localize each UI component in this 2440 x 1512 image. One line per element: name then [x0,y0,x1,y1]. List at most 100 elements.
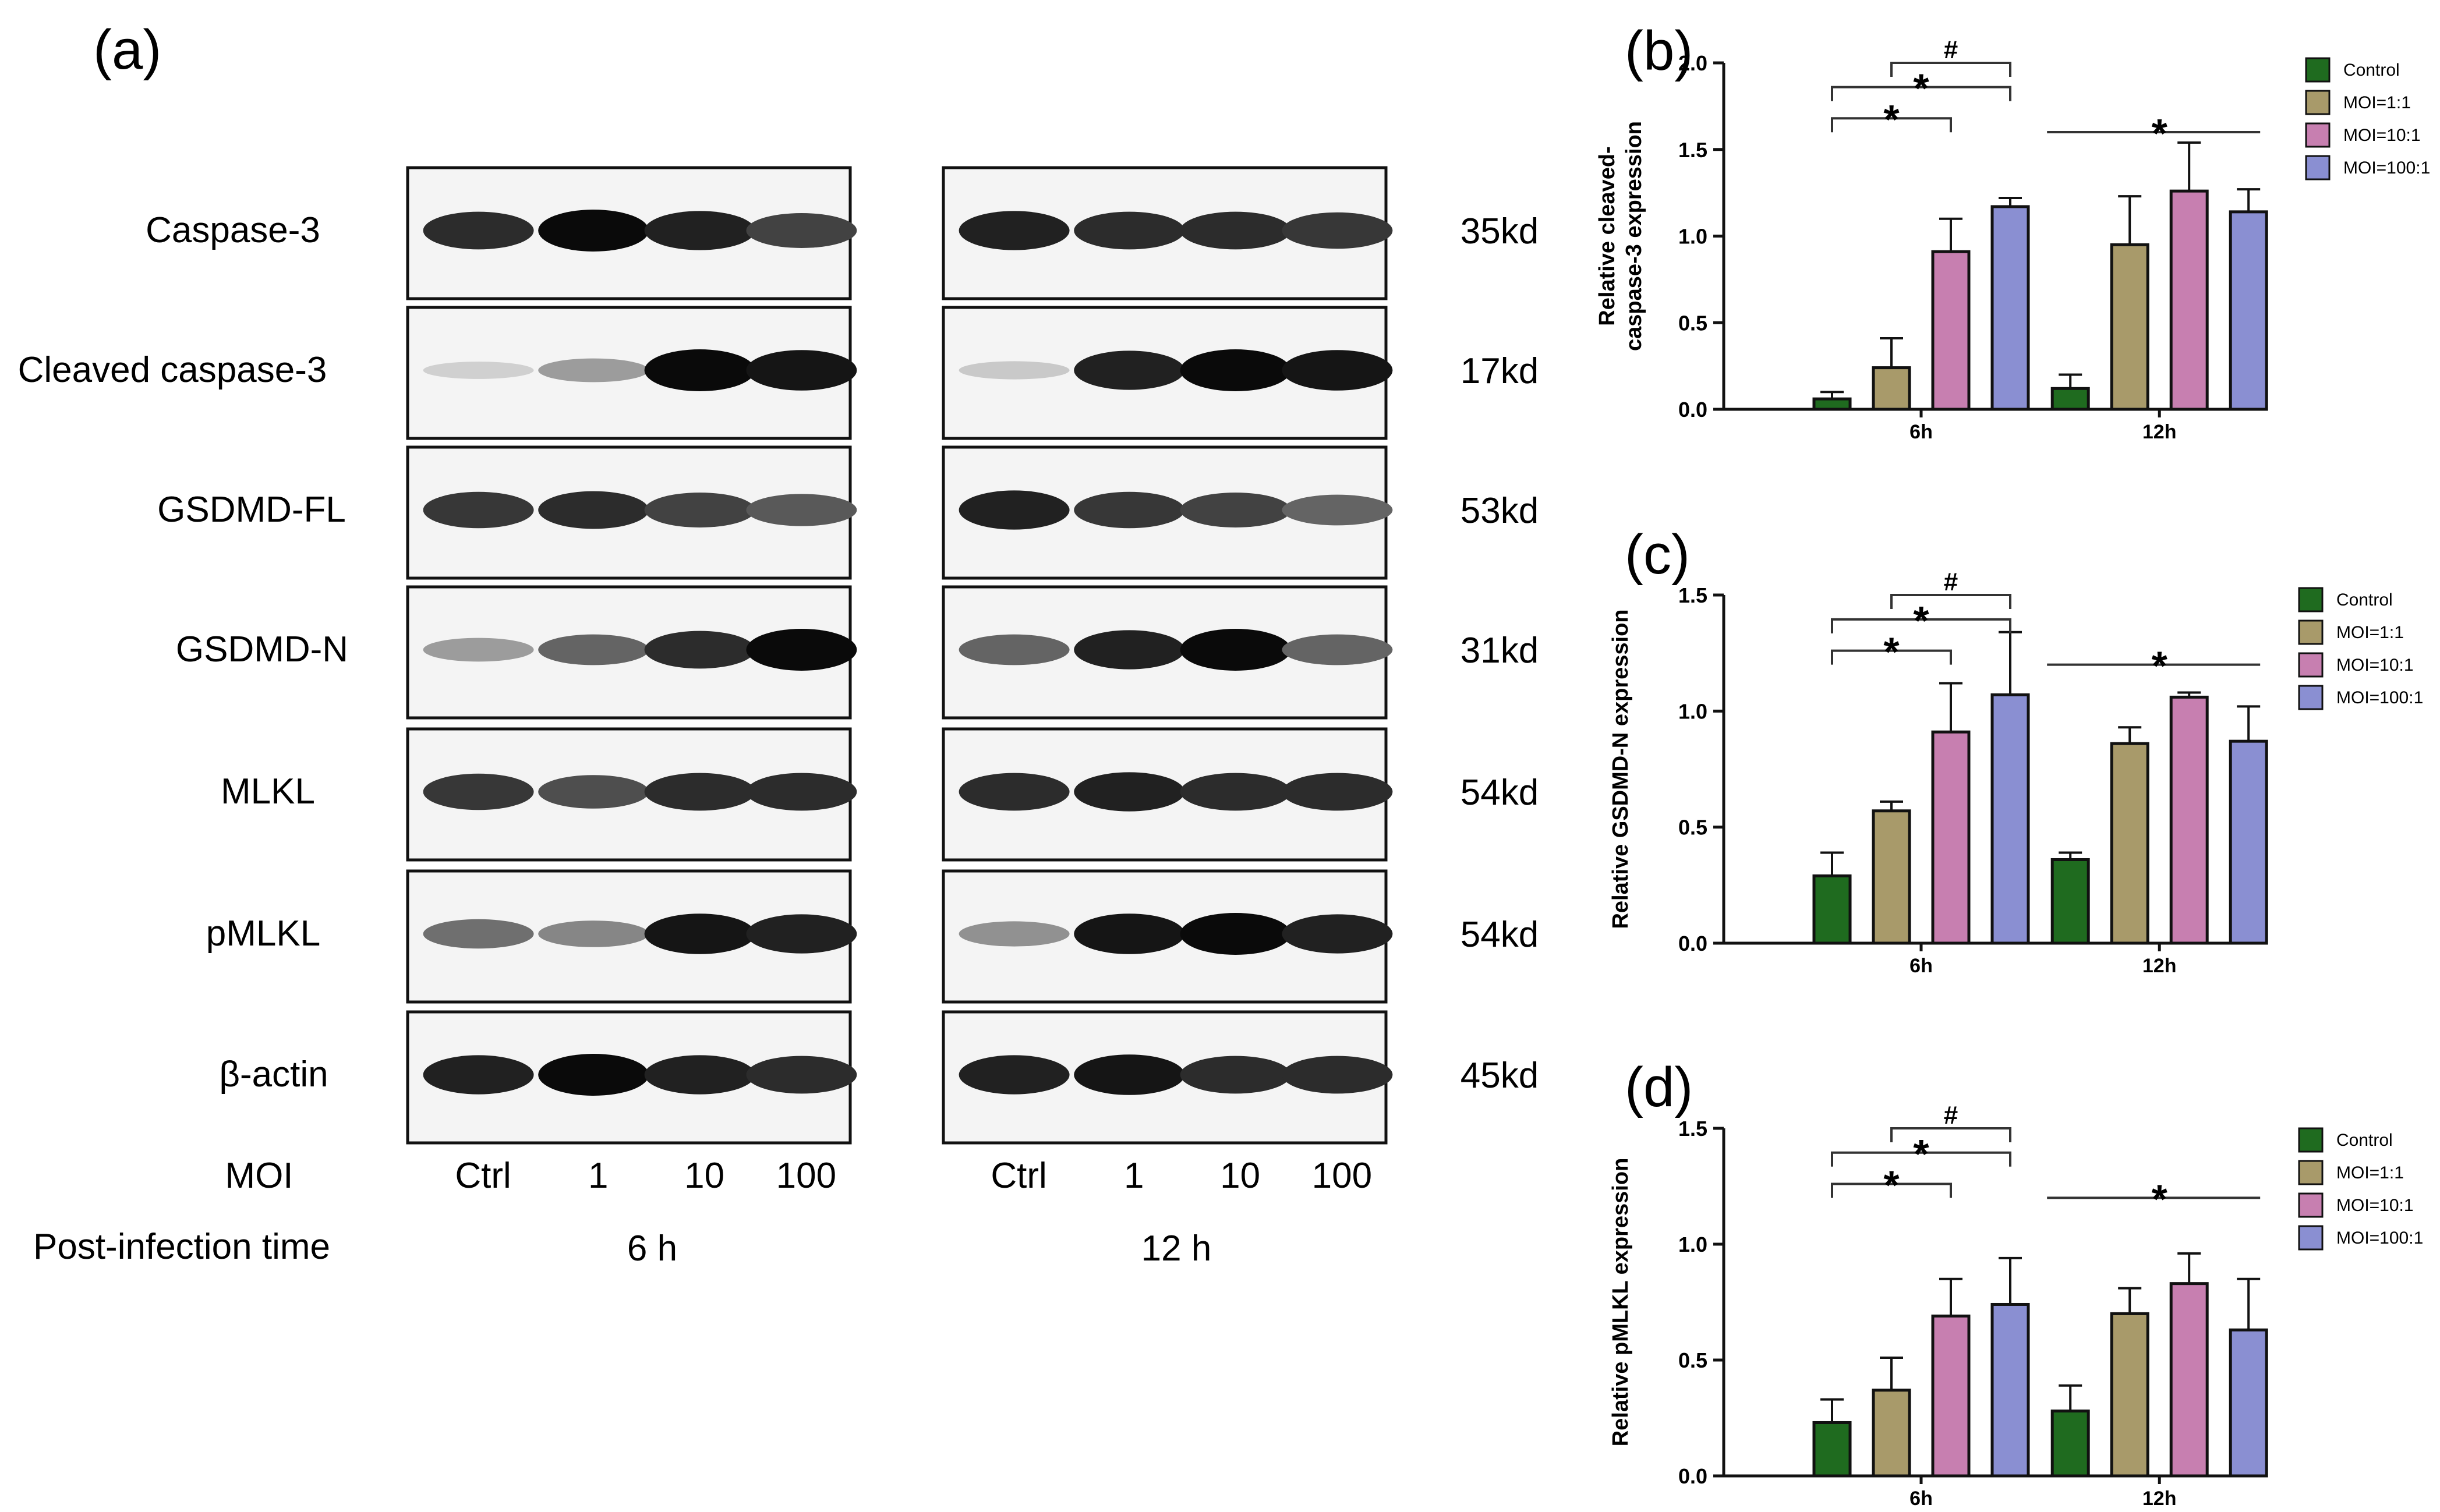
blot-band [959,490,1070,530]
bar [2050,858,2090,945]
blot-row-label: Cleaved caspase-3 [18,350,327,390]
blot-band [538,210,649,252]
blot-band [1180,629,1291,671]
y-tick-label: 1.5 [1678,1117,1707,1141]
blot-band [423,773,534,810]
panel-label-a: (a) [93,19,161,81]
legend-label: Control [2336,1131,2393,1150]
significance-bracket [1831,1151,2011,1167]
x-tick-label: 6h [1909,955,1933,977]
bar [2110,742,2149,945]
blot-band [746,1056,857,1094]
legend-swatch [2298,1127,2324,1153]
moi-value: 10 [684,1156,724,1196]
x-tick-label: 12h [2142,1488,2177,1510]
blot-band [746,350,857,391]
blot-band [1282,1056,1393,1094]
blot-band [538,1054,649,1096]
y-tick-label: 0.5 [1678,311,1707,335]
bar [2050,387,2090,411]
blot-band [644,493,755,527]
blot-band [959,211,1070,250]
legend-label: Control [2343,61,2400,80]
bar [1812,874,1852,945]
moi-value: 1 [588,1156,608,1196]
molecular-weight-label: 54kd [1461,773,1539,813]
legend-label: MOI=100:1 [2336,688,2423,707]
bar [2229,739,2268,945]
moi-value: 100 [1312,1156,1372,1196]
blot-band [644,349,755,391]
blot-band [1282,773,1393,811]
significance-bracket [1831,117,1952,133]
molecular-weight-label: 54kd [1461,915,1539,955]
legend-swatch [2305,90,2331,115]
y-tick-label: 0.5 [1678,1348,1707,1372]
molecular-weight-label: 31kd [1461,631,1539,671]
legend-label: MOI=1:1 [2343,93,2411,112]
moi-value: 10 [1220,1156,1260,1196]
blot-band [1282,212,1393,249]
bar [1872,366,1911,411]
bar [1990,205,2030,411]
significance-marker: # [1944,1101,1958,1129]
y-axis-label: Relative pMLKL expression [1608,1158,1633,1447]
blot-band [538,775,649,809]
blot-row-label: MLKL [221,771,315,812]
blot-row-label: Caspase-3 [146,210,320,250]
significance-marker: * [2152,111,2168,156]
blot-band [1282,634,1393,665]
western-blot-panel: (a) Caspase-3 35kd Cleaved caspase-3 17kd GSD… [18,19,1539,1269]
molecular-weight-label: 45kd [1461,1056,1539,1096]
blot-band [423,211,534,250]
blot-band [746,773,857,811]
blot-band [538,491,649,529]
y-tick-label: 2.0 [1678,51,1707,75]
molecular-weight-label: 53kd [1461,491,1539,531]
significance-marker: * [1913,598,1929,643]
molecular-weight-label: 17kd [1461,351,1539,391]
blot-band [959,921,1070,947]
legend-swatch [2298,652,2324,678]
moi-value: 1 [1124,1156,1144,1196]
blot-band [538,920,649,947]
legend-label: MOI=10:1 [2343,126,2421,145]
bar [1990,1302,2030,1478]
x-tick-label: 6h [1909,421,1933,443]
x-tick-label: 12h [2142,955,2177,977]
blot-band [959,773,1070,811]
significance-marker: # [1944,568,1958,596]
chart-b: (b) 0.0 0.5 1.0 1.5 2.0 Relative cleaved-caspa… [1595,20,2430,443]
blot-band [1180,913,1291,955]
blot-band [959,1055,1070,1095]
legend-swatch [2298,1192,2324,1218]
bar [1872,1389,1911,1478]
blot-band [423,1055,534,1095]
significance-bracket [1890,594,2011,609]
blot-band [644,631,755,669]
bar [2169,189,2209,411]
post-infection-time-label: Post-infection time [33,1227,330,1267]
blot-row-label: GSDMD-N [176,629,348,670]
blot-band [1074,772,1185,812]
legend-label: MOI=1:1 [2336,1163,2404,1182]
bar [2229,210,2268,411]
bar [2169,1282,2209,1478]
blot-band [746,629,857,671]
blot-row-label: GSDMD-FL [157,490,346,530]
y-tick-label: 0.0 [1678,932,1707,955]
y-tick-label: 1.0 [1678,1233,1707,1256]
blot-band [1282,914,1393,954]
y-tick-label: 0.5 [1678,816,1707,840]
legend-label: MOI=100:1 [2343,158,2430,178]
y-tick-label: 1.5 [1678,583,1707,607]
legend-swatch [2298,1225,2324,1251]
blot-band [423,362,534,379]
x-tick-label: 12h [2142,421,2177,443]
chart-c: (c) 0.0 0.5 1.0 1.5 Relative GSDMD-N expressi… [1608,523,2423,977]
blot-band [1074,913,1185,954]
time-6h-label: 6 h [627,1228,677,1269]
significance-marker: * [1883,97,1900,142]
y-axis-label: caspase-3 expression [1622,121,1646,351]
significance-marker: * [2152,643,2168,689]
